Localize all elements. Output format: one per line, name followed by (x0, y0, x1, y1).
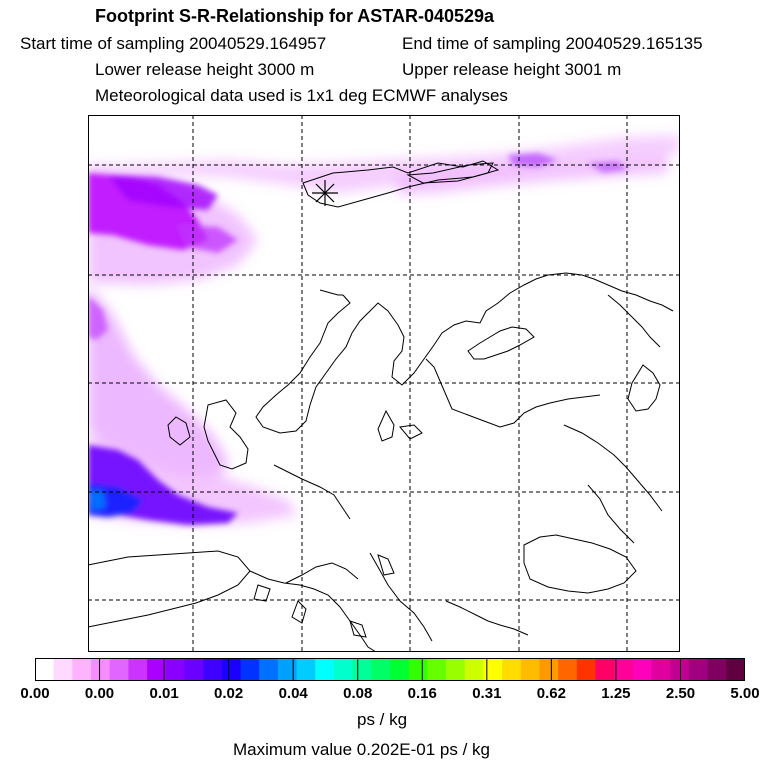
colorbar-tick-label: 0.08 (343, 685, 373, 702)
colorbar-cell (72, 658, 92, 681)
colorbar-tick-label: 0.31 (472, 685, 502, 702)
start-time-label: Start time of sampling 20040529.164957 (20, 34, 327, 53)
upper-height-label: Upper release height 3001 m (402, 60, 622, 79)
colorbar-cell (333, 658, 354, 681)
map-frame (88, 115, 680, 652)
colorbar-cell (576, 658, 597, 681)
colorbar-cell (595, 658, 615, 681)
colorbar-cell (464, 658, 485, 681)
colorbar-cell (109, 658, 130, 681)
colorbar-cell (221, 658, 242, 681)
colorbar-tick-label: 1.25 (601, 685, 631, 702)
colorbar-cell (53, 658, 73, 681)
colorbar-tick-label: 0.02 (214, 685, 244, 702)
colorbar-cell (371, 658, 391, 681)
colorbar-cell (91, 658, 111, 681)
coastlines (88, 160, 674, 652)
colorbar (35, 658, 745, 681)
colorbar-cell (651, 658, 671, 681)
colorbar-cell (483, 658, 503, 681)
colorbar-cell (147, 658, 167, 681)
colorbar-cell (259, 658, 279, 681)
colorbar-cell (315, 658, 335, 681)
colorbar-tick-label: 0.16 (407, 685, 437, 702)
colorbar-units: ps / kg (357, 710, 408, 729)
maximum-value-label: Maximum value 0.202E-01 ps / kg (233, 740, 491, 759)
colorbar-cell (614, 658, 634, 681)
colorbar-cell (390, 658, 410, 681)
colorbar-cell (707, 658, 727, 681)
colorbar-cell (184, 658, 204, 681)
colorbar-cell (446, 658, 466, 681)
met-data-label: Meteorological data used is 1x1 deg ECMW… (95, 86, 508, 105)
colorbar-tick-label: 0.62 (536, 685, 566, 702)
colorbar-cell (726, 658, 745, 681)
colorbar-tick-label: 0.04 (278, 685, 308, 702)
colorbar-cell (520, 658, 541, 681)
colorbar-tick-label: 0.01 (149, 685, 179, 702)
colorbar-tick-label: 0.00 (84, 685, 115, 702)
colorbar-cell (352, 658, 372, 681)
colorbar-cell (670, 658, 690, 681)
graticule (88, 115, 680, 652)
colorbar-tick-label: 2.50 (665, 685, 696, 702)
colorbar-cell (427, 658, 447, 681)
colorbar-cell (558, 658, 578, 681)
colorbar-cell (128, 658, 148, 681)
colorbar-cell (165, 658, 186, 681)
end-time-label: End time of sampling 20040529.165135 (402, 34, 703, 53)
colorbar-cell (408, 658, 428, 681)
colorbar-cell (277, 658, 298, 681)
colorbar-cell (539, 658, 559, 681)
colorbar-cell (632, 658, 653, 681)
colorbar-cell (502, 658, 522, 681)
colorbar-cell (35, 658, 55, 681)
release-point-marker (312, 180, 338, 206)
footprint-map (88, 115, 680, 652)
colorbar-tick-label: 0.00 (20, 685, 50, 702)
map-title: Footprint S-R-Relationship for ASTAR-040… (95, 6, 495, 26)
colorbar-cell (688, 658, 709, 681)
colorbar-cell (296, 658, 316, 681)
lower-height-label: Lower release height 3000 m (95, 60, 315, 79)
colorbar-cell (203, 658, 223, 681)
colorbar-cell (240, 658, 260, 681)
colorbar-tick-label: 5.00 (730, 685, 760, 702)
